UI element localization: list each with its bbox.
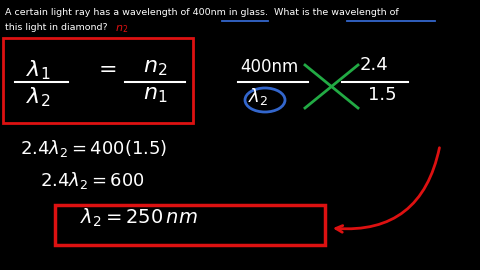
Text: A certain light ray has a wavelength of 400nm in glass.  What is the wavelength : A certain light ray has a wavelength of … — [5, 8, 399, 17]
Text: this light in diamond?: this light in diamond? — [5, 23, 108, 32]
Text: 400nm: 400nm — [240, 58, 298, 76]
Text: $n_2$: $n_2$ — [115, 23, 128, 35]
Text: $2.4\lambda_2 = 600$: $2.4\lambda_2 = 600$ — [40, 170, 145, 191]
Text: $n_2$: $n_2$ — [143, 58, 167, 78]
Text: 2.4: 2.4 — [360, 56, 389, 74]
Bar — [3, 38, 193, 123]
Text: $\lambda_2 = 250\,nm$: $\lambda_2 = 250\,nm$ — [80, 207, 198, 229]
Text: 1.5: 1.5 — [368, 86, 396, 104]
Text: $=$: $=$ — [94, 58, 116, 78]
Text: $\lambda_2$: $\lambda_2$ — [26, 85, 50, 109]
Text: $2.4\lambda_2 = 400(1.5)$: $2.4\lambda_2 = 400(1.5)$ — [20, 138, 168, 159]
Text: $\lambda_2$: $\lambda_2$ — [248, 86, 268, 107]
Text: $\lambda_1$: $\lambda_1$ — [26, 58, 50, 82]
Bar — [55, 205, 325, 245]
Text: $n_1$: $n_1$ — [143, 85, 167, 105]
